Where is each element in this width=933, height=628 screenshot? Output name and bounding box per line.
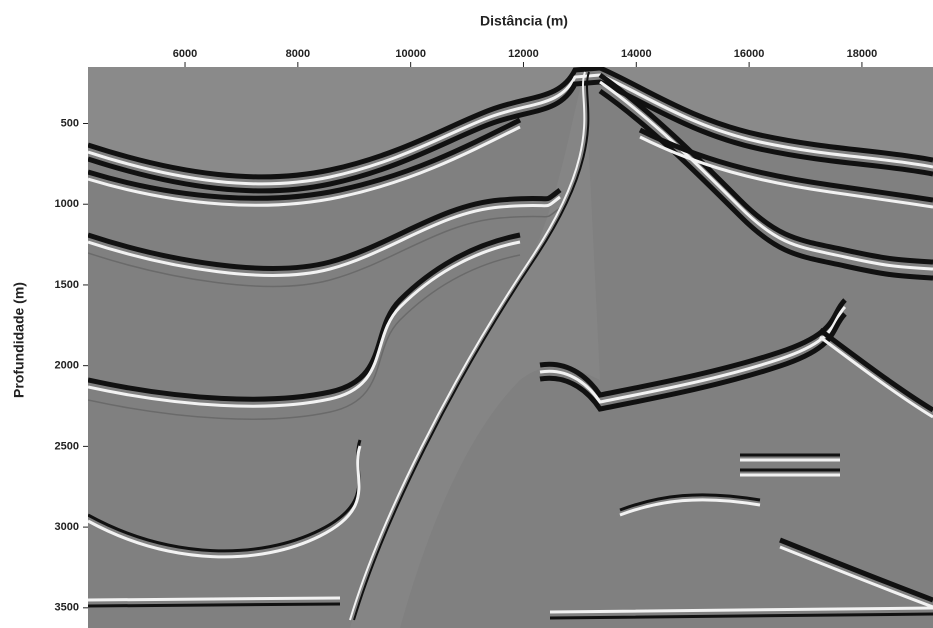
y-tick-label: 1500: [55, 279, 79, 291]
x-tick-label: 18000: [847, 48, 878, 60]
x-tick-label: 10000: [395, 48, 426, 60]
x-tick-label: 6000: [173, 48, 197, 60]
y-tick-label: 3000: [55, 521, 79, 533]
y-tick-label: 3500: [55, 602, 79, 614]
x-tick-label: 8000: [286, 48, 310, 60]
y-tick-label: 500: [61, 117, 79, 129]
chart: Distância (m) Profundidade (m) 6000 8000 1…: [0, 0, 933, 628]
seismic-image: [88, 67, 933, 628]
y-axis-title: Profundidade (m): [11, 282, 27, 398]
x-axis-title: Distância (m): [480, 13, 568, 29]
x-tick-label: 14000: [621, 48, 652, 60]
y-tick-label: 2000: [55, 360, 79, 372]
x-tick-label: 12000: [508, 48, 539, 60]
y-tick-label: 2500: [55, 440, 79, 452]
y-tick-label: 1000: [55, 198, 79, 210]
x-tick-label: 16000: [734, 48, 765, 60]
